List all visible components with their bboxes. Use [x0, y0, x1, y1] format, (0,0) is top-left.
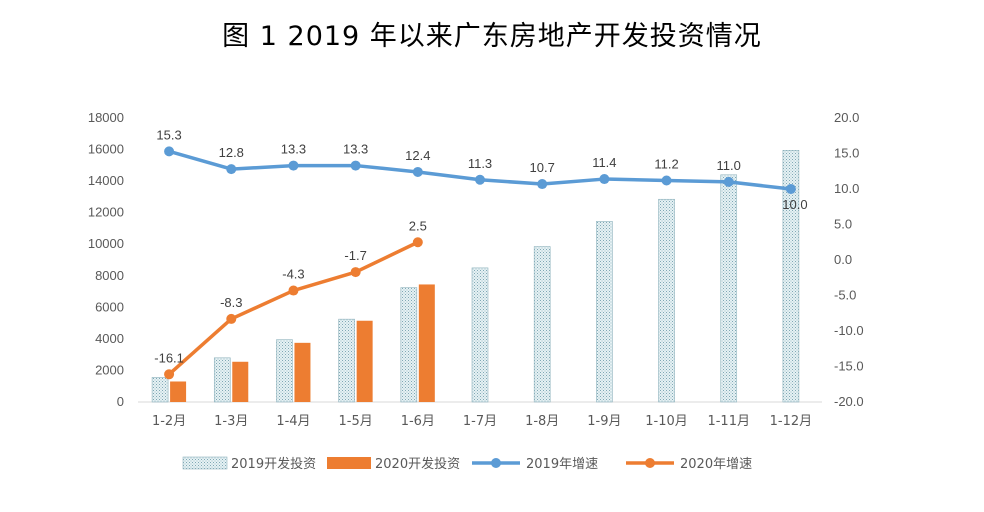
label-2019-growth: 10.0 — [782, 197, 807, 212]
y-left-tick-label: 6000 — [95, 299, 124, 314]
point-2020-growth — [288, 285, 299, 296]
point-2019-growth — [537, 179, 548, 190]
y-left-tick-label: 16000 — [88, 142, 124, 157]
bar-2019 — [400, 287, 418, 403]
label-2020-growth: -4.3 — [282, 267, 304, 282]
bar-2019 — [720, 174, 738, 403]
bar-2020 — [356, 320, 373, 402]
bar-2019 — [151, 377, 169, 403]
chart-title: 图 1 2019 年以来广东房地产开发投资情况 — [222, 21, 762, 52]
label-2019-growth: 13.3 — [281, 142, 306, 157]
label-2019-growth: 11.0 — [717, 158, 741, 173]
y-left-tick-label: 18000 — [88, 110, 124, 125]
label-2019-growth: 12.8 — [219, 145, 244, 160]
y-right-tick-label: -20.0 — [834, 394, 864, 409]
bar-2019 — [338, 318, 355, 403]
point-2019-growth — [226, 164, 237, 175]
point-2019-growth — [350, 160, 361, 171]
y-left-tick-label: 14000 — [88, 173, 124, 188]
y-left-tick-label: 0 — [117, 394, 124, 409]
label-2019-growth: 15.3 — [156, 127, 181, 142]
bar-2019 — [533, 246, 551, 403]
y-right-tick-label: -15.0 — [834, 359, 864, 374]
y-left-tick-label: 4000 — [95, 331, 124, 346]
y-right-tick-label: 5.0 — [834, 217, 852, 232]
point-2020-growth — [350, 267, 361, 278]
bar-2020 — [170, 381, 187, 402]
y-right-tick-label: 0.0 — [834, 252, 852, 267]
y-left-tick-label: 12000 — [88, 205, 124, 220]
label-2020-growth: -16.1 — [154, 350, 184, 365]
x-tick-label: 1-2月 — [152, 414, 186, 429]
x-tick-label: 1-11月 — [707, 414, 750, 429]
label-2019-growth: 12.4 — [405, 148, 430, 163]
y-right-tick-label: -10.0 — [834, 323, 864, 338]
label-2019-growth: 11.3 — [468, 156, 492, 171]
data-labels-layer: 15.3 12.8 13.3 13.3 12.4 11.3 10.7 11.4 11.2 11.0… — [154, 127, 807, 365]
legend-label: 2020开发投资 — [375, 456, 460, 472]
bar-2019 — [658, 198, 675, 403]
bars-layer — [151, 150, 800, 403]
x-tick-label: 1-7月 — [463, 414, 497, 429]
label-2019-growth: 10.7 — [530, 160, 555, 175]
legend-label: 2019年增速 — [526, 457, 598, 472]
y-right-tick-label: 15.0 — [834, 146, 859, 161]
x-tick-label: 1-4月 — [276, 414, 310, 429]
point-2019-growth — [164, 146, 175, 157]
y-right-tick-label: -5.0 — [834, 288, 856, 303]
point-2020-growth — [164, 369, 175, 380]
x-tick-label: 1-8月 — [525, 414, 559, 429]
label-2020-growth: 2.5 — [409, 218, 427, 233]
point-2019-growth — [475, 174, 485, 185]
bar-2020 — [232, 361, 249, 402]
point-2019-growth — [288, 160, 299, 171]
bar-2019 — [782, 150, 800, 403]
point-2019-growth — [785, 184, 796, 194]
bar-2019 — [471, 267, 489, 403]
x-tick-label: 1-5月 — [339, 414, 373, 429]
bar-2019 — [276, 339, 293, 403]
legend-swatch-marker — [645, 458, 655, 468]
label-2019-growth: 13.3 — [343, 142, 368, 157]
legend: 2019开发投资 2020开发投资 2019年增速 2020年增速 — [182, 456, 752, 472]
y-left-tick-label: 8000 — [95, 268, 124, 283]
point-2019-growth — [599, 174, 610, 185]
label-2019-growth: 11.4 — [592, 155, 616, 170]
point-2020-growth — [412, 237, 423, 248]
label-2020-growth: -1.7 — [344, 248, 366, 263]
x-tick-label: 1-3月 — [214, 414, 248, 429]
x-tick-label: 1-12月 — [770, 414, 813, 429]
bar-2020 — [418, 284, 435, 402]
label-2020-growth: -8.3 — [220, 295, 242, 310]
line-2020-growth — [167, 240, 419, 376]
lines-layer — [164, 146, 796, 380]
label-2019-growth: 11.2 — [654, 156, 678, 171]
bar-2019 — [213, 357, 231, 403]
legend-label: 2020年增速 — [680, 457, 752, 472]
x-tick-label: 1-6月 — [401, 414, 435, 429]
legend-label: 2019开发投资 — [231, 456, 316, 472]
point-2019-growth — [661, 175, 672, 186]
x-tick-label: 1-9月 — [587, 414, 621, 429]
y-left-tick-label: 10000 — [88, 236, 124, 251]
legend-swatch-2020-investment — [327, 457, 371, 469]
axes-layer: 0 2000 4000 6000 8000 10000 12000 14000 16000 180… — [88, 110, 864, 429]
y-left-tick-label: 2000 — [95, 362, 124, 377]
y-right-tick-label: 20.0 — [834, 110, 859, 125]
legend-swatch-marker — [491, 458, 501, 468]
point-2019-growth — [723, 176, 734, 187]
point-2020-growth — [226, 313, 237, 324]
legend-swatch-2019-investment — [182, 456, 228, 470]
y-right-tick-label: 10.0 — [834, 181, 859, 196]
bar-2020 — [294, 342, 311, 402]
point-2019-growth — [412, 166, 423, 177]
x-tick-label: 1-10月 — [645, 414, 688, 429]
bar-2019 — [596, 221, 613, 403]
